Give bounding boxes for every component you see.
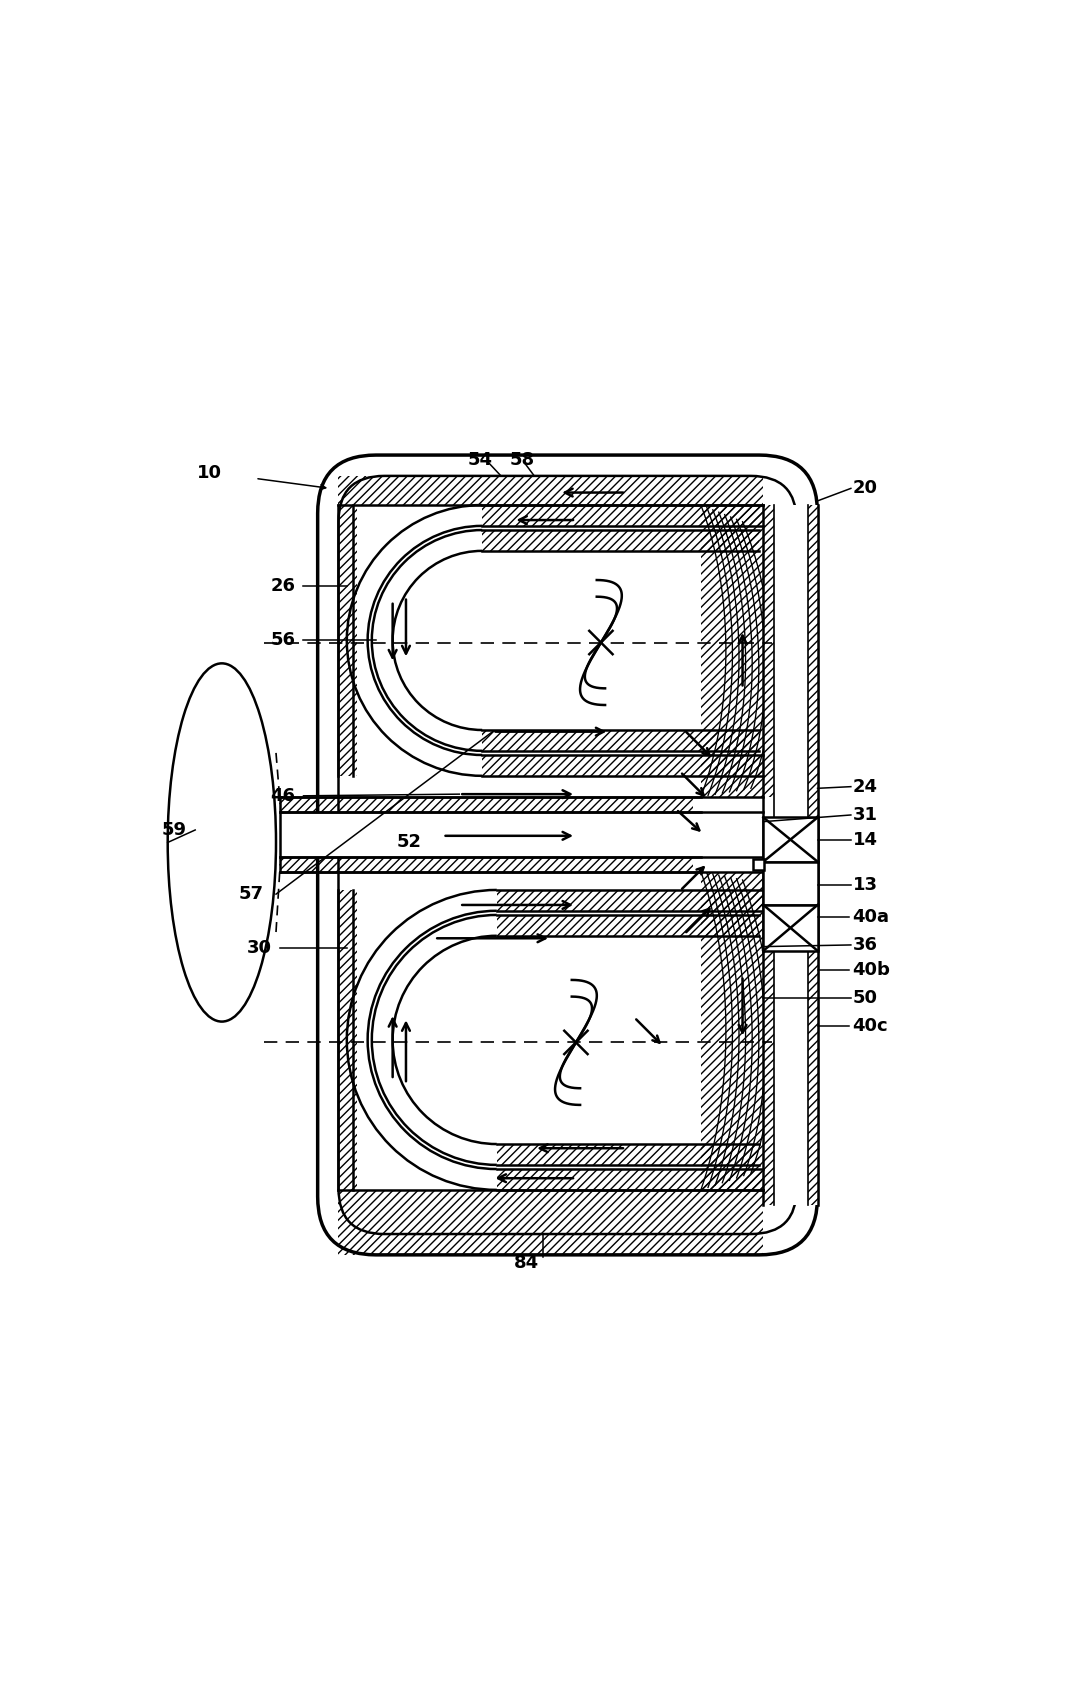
Text: 13: 13 <box>852 875 877 894</box>
Bar <box>692 797 797 872</box>
Text: 26: 26 <box>270 577 296 594</box>
Text: 40a: 40a <box>852 909 889 926</box>
Bar <box>339 891 357 1190</box>
Text: 46: 46 <box>270 787 296 804</box>
Text: 56: 56 <box>270 631 296 648</box>
Bar <box>281 857 701 872</box>
Bar <box>483 530 759 550</box>
Text: 40b: 40b <box>852 962 890 979</box>
Text: 30: 30 <box>247 940 272 957</box>
Text: 10: 10 <box>197 464 221 483</box>
Text: 54: 54 <box>468 450 492 469</box>
Bar <box>763 505 774 1205</box>
Bar <box>754 858 764 870</box>
FancyBboxPatch shape <box>339 476 797 1234</box>
Text: 40c: 40c <box>852 1017 888 1034</box>
Bar <box>339 476 763 505</box>
Text: 58: 58 <box>510 450 534 469</box>
Bar <box>497 1170 763 1190</box>
Bar <box>763 862 817 906</box>
Bar <box>763 505 817 1205</box>
Bar <box>763 818 817 862</box>
Bar <box>497 914 759 936</box>
Text: 52: 52 <box>397 833 421 850</box>
Text: 14: 14 <box>852 831 877 848</box>
Text: 31: 31 <box>852 806 877 824</box>
Bar <box>497 891 763 911</box>
Bar <box>763 906 817 951</box>
Bar <box>701 505 772 1190</box>
Bar <box>483 755 763 775</box>
Bar <box>281 811 701 857</box>
Bar <box>807 505 818 1205</box>
Bar <box>281 797 701 811</box>
Bar <box>483 505 763 527</box>
Text: 50: 50 <box>852 989 877 1007</box>
Ellipse shape <box>168 664 276 1021</box>
Bar <box>339 505 357 775</box>
Text: 84: 84 <box>514 1255 539 1271</box>
Bar <box>483 730 759 750</box>
Bar <box>497 1144 759 1165</box>
Bar <box>339 1190 763 1255</box>
Text: 59: 59 <box>162 821 187 840</box>
Text: 20: 20 <box>852 479 877 498</box>
Text: 57: 57 <box>239 885 263 902</box>
Text: 24: 24 <box>852 777 877 796</box>
Text: 36: 36 <box>852 936 877 953</box>
